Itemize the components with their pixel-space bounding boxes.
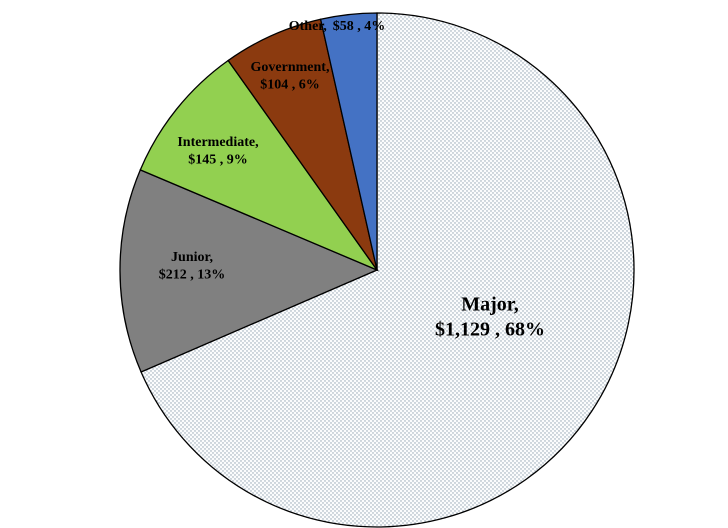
value-label: $145 , 9% [188, 153, 248, 168]
category-label: Junior, [171, 250, 213, 265]
value-label: $58 , 4% [333, 19, 386, 34]
pie-slice [119, 168, 379, 373]
data-label: Other, $58 , 4% [289, 19, 385, 34]
value-label: $104 , 6% [260, 78, 320, 93]
value-label: $212 , 13% [159, 268, 226, 283]
category-label: Government, [251, 60, 330, 75]
value-label: $1,129 , 68% [435, 319, 545, 341]
pie-slice [319, 12, 378, 271]
pie-slice [140, 12, 635, 528]
pie-slice [139, 59, 379, 272]
category-label: Major, [461, 294, 519, 316]
category-label: Other, [289, 19, 327, 34]
category-label: Intermediate, [177, 135, 258, 150]
